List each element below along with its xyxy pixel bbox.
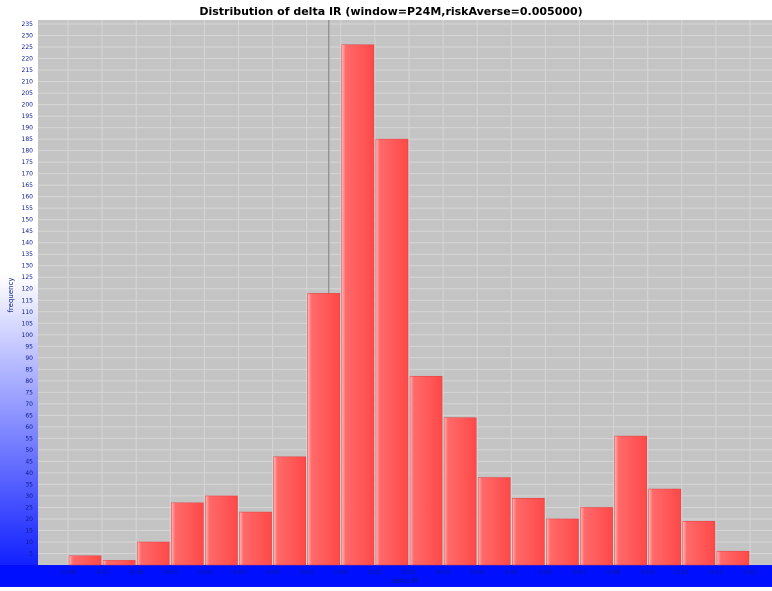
x-tick-label: 0.03 bbox=[436, 569, 450, 576]
x-tick-label: -0.01 bbox=[299, 569, 315, 576]
x-axis-label: delta IR bbox=[392, 577, 419, 585]
y-tick-label: 25 bbox=[25, 504, 33, 511]
histogram-bar bbox=[443, 417, 477, 566]
y-tick-label: 100 bbox=[22, 332, 34, 339]
y-tick-label: 170 bbox=[22, 171, 34, 178]
histogram-bar bbox=[273, 456, 306, 566]
histogram-bar bbox=[682, 521, 716, 566]
chart-title: Distribution of delta IR (window=P24M,ri… bbox=[199, 5, 582, 18]
histogram-bar bbox=[375, 138, 409, 566]
histogram-bar bbox=[512, 497, 545, 566]
y-tick-label: 55 bbox=[25, 435, 33, 442]
x-tick-label: 0.12 bbox=[743, 569, 757, 576]
y-tick-label: 145 bbox=[22, 228, 34, 235]
histogram-bar bbox=[205, 495, 238, 566]
x-tick-label: -0.07 bbox=[94, 569, 110, 576]
histogram-bar bbox=[171, 502, 204, 566]
x-tick-label: 0.10 bbox=[675, 569, 689, 576]
histogram-bar bbox=[477, 477, 511, 566]
y-tick-label: 140 bbox=[22, 240, 34, 247]
x-tick-label: -0.05 bbox=[163, 569, 179, 576]
y-tick-label: 75 bbox=[25, 389, 33, 396]
bars bbox=[68, 44, 750, 566]
histogram-bar bbox=[614, 435, 647, 566]
x-tick-label: -0.02 bbox=[265, 569, 281, 576]
y-tick-label: 190 bbox=[22, 125, 34, 132]
y-tick-label: 115 bbox=[22, 297, 34, 304]
y-tick-label: 220 bbox=[22, 56, 34, 63]
x-tick-label: 0.06 bbox=[539, 569, 553, 576]
x-tick-label: 0.09 bbox=[641, 569, 655, 576]
y-tick-label: 70 bbox=[25, 401, 33, 408]
y-tick-label: 235 bbox=[22, 21, 34, 28]
y-tick-label: 135 bbox=[22, 251, 34, 258]
y-tick-label: 95 bbox=[25, 343, 33, 350]
y-tick-label: 215 bbox=[22, 67, 34, 74]
y-axis-label: frequency bbox=[7, 277, 15, 312]
x-tick-label: -0.08 bbox=[60, 569, 76, 576]
x-tick-label: -0.04 bbox=[197, 569, 213, 576]
y-tick-label: 185 bbox=[22, 136, 34, 143]
y-tick-label: 105 bbox=[22, 320, 34, 327]
y-tick-label: 40 bbox=[25, 470, 33, 477]
y-tick-label: 60 bbox=[25, 424, 33, 431]
x-tick-label: 0.01 bbox=[368, 569, 382, 576]
histogram-bar bbox=[409, 375, 443, 566]
y-tick-label: 85 bbox=[25, 366, 33, 373]
y-tick-label: 195 bbox=[22, 113, 34, 120]
y-tick-label: 225 bbox=[22, 44, 34, 51]
y-tick-label: 110 bbox=[22, 309, 34, 316]
y-tick-label: 210 bbox=[22, 79, 34, 86]
y-tick-label: 80 bbox=[25, 378, 33, 385]
histogram-bar bbox=[136, 541, 170, 566]
x-tick-label: 0.02 bbox=[402, 569, 416, 576]
y-tick-label: 130 bbox=[22, 263, 34, 270]
x-tick-label: 0.08 bbox=[607, 569, 621, 576]
histogram-bar bbox=[341, 44, 375, 566]
y-tick-label: 45 bbox=[25, 458, 33, 465]
y-tick-label: 160 bbox=[22, 194, 34, 201]
x-tick-label: 0.00 bbox=[334, 569, 348, 576]
y-axis-band bbox=[0, 20, 38, 587]
histogram-bar bbox=[68, 555, 102, 566]
x-tick-labels: -0.08 -0.07 -0.06 -0.05 -0.04 -0.03 -0.02 -0.01… bbox=[60, 569, 757, 576]
x-tick-label: 0.07 bbox=[573, 569, 587, 576]
y-tick-label: 50 bbox=[25, 447, 33, 454]
y-tick-label: 90 bbox=[25, 355, 33, 362]
y-tick-label: 180 bbox=[22, 148, 34, 155]
y-tick-label: 155 bbox=[22, 205, 34, 212]
y-tick-label: 65 bbox=[25, 412, 33, 419]
x-tick-label: -0.06 bbox=[128, 569, 144, 576]
y-tick-label: 205 bbox=[22, 90, 34, 97]
y-tick-label: 20 bbox=[25, 516, 33, 523]
y-tick-label: 150 bbox=[22, 217, 34, 224]
y-tick-label: 175 bbox=[22, 159, 34, 166]
x-tick-label: 0.11 bbox=[709, 569, 723, 576]
x-tick-label: 0.05 bbox=[505, 569, 519, 576]
x-axis-band bbox=[0, 565, 772, 587]
histogram-bar bbox=[546, 518, 579, 566]
y-tick-label: 200 bbox=[22, 102, 34, 109]
y-tick-label: 35 bbox=[25, 481, 33, 488]
y-tick-label: 230 bbox=[22, 33, 34, 40]
histogram-bar bbox=[239, 511, 272, 566]
y-tick-label: 10 bbox=[25, 539, 33, 546]
x-tick-label: -0.03 bbox=[231, 569, 247, 576]
histogram-bar bbox=[580, 507, 613, 566]
y-tick-label: 30 bbox=[25, 493, 33, 500]
histogram-bar bbox=[648, 488, 682, 566]
x-tick-label: 0.04 bbox=[471, 569, 485, 576]
y-tick-label: 120 bbox=[22, 286, 34, 293]
y-tick-label: 125 bbox=[22, 274, 34, 281]
histogram-bar bbox=[716, 550, 750, 566]
y-tick-label: 5 bbox=[29, 550, 33, 557]
histogram-bar bbox=[307, 293, 341, 566]
y-tick-label: 15 bbox=[25, 527, 33, 534]
y-tick-labels: 5 10 15 20 25 30 35 40 45 50 55 60 65 70 75 80 85 90 95 100… bbox=[22, 21, 34, 557]
histogram-bar bbox=[102, 560, 136, 566]
y-tick-label: 165 bbox=[22, 182, 34, 189]
